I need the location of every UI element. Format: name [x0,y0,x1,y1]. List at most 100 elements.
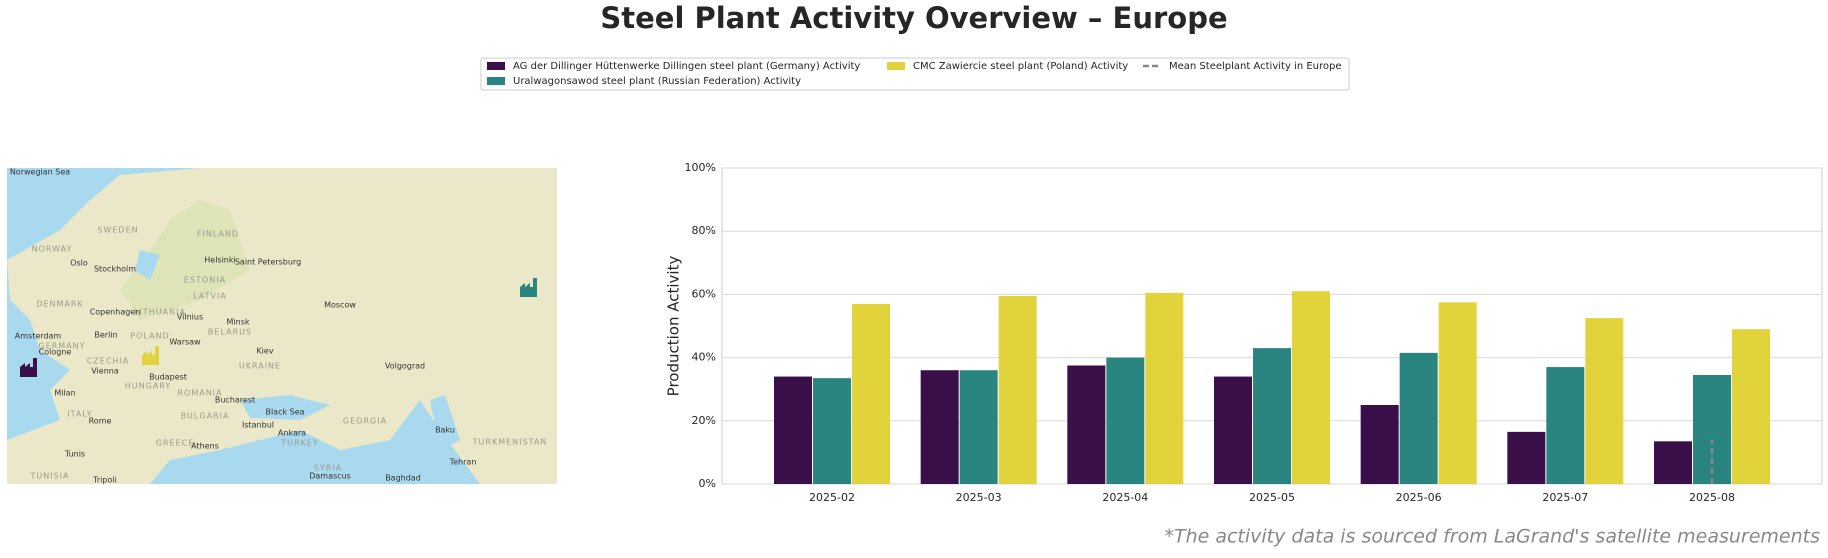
map-label: POLAND [130,332,169,341]
bar [1360,405,1399,484]
map-label: ROMANIA [177,389,222,398]
map-label: Damascus [309,472,351,481]
bar [1067,365,1106,484]
map-label: ITALY [67,410,92,419]
map-label: Istanbul [242,421,274,430]
map-label: Baghdad [385,474,421,483]
bar [1693,374,1731,484]
map-label: ESTONIA [184,276,226,285]
map-label: Amsterdam [15,332,62,341]
map-label: Warsaw [169,338,201,347]
map-label: DENMARK [36,300,83,309]
map-label: Black Sea [265,408,304,417]
map-label: Berlin [94,331,117,340]
y-axis-label: Production Activity [665,256,683,397]
map-label: HUNGARY [125,382,171,391]
map-label: GERMANY [38,342,85,351]
map-label: Volgograd [385,362,425,371]
bar [1292,291,1330,484]
bar [1546,367,1585,484]
map-label: Athens [191,442,219,451]
bar [813,378,851,484]
bar [852,303,890,484]
y-tick-label: 60% [692,287,716,300]
map-label: CZECHIA [87,357,130,366]
y-tick-label: 80% [692,224,716,237]
map-label: GEORGIA [343,417,387,426]
chart-title: Steel Plant Activity Overview – Europe [600,1,1227,35]
plant-icon [20,358,37,377]
bar [1585,318,1624,484]
bar [998,295,1037,484]
map: Norwegian Sea SWEDEN FINLAND NORWAY Oslo Stoc… [7,168,557,485]
bar [1399,352,1438,484]
map-sea [135,250,160,280]
map-label: NORWAY [32,245,73,254]
bar [1438,302,1477,484]
map-label: Copenhagen [90,308,141,317]
map-label: Bucharest [215,396,255,405]
legend-box [480,57,1350,91]
legend-label: Mean Steelplant Activity in Europe [1169,61,1342,72]
bar [920,370,959,484]
map-label: UKRAINE [239,362,281,371]
bar [774,376,812,484]
legend-label: Uralwagonsawod steel plant (Russian Fede… [513,76,801,87]
map-label: Norwegian Sea [10,168,70,177]
map-label: Moscow [324,301,356,310]
map-label: TURKEY [280,439,319,448]
map-label: Cologne [39,348,72,357]
legend-swatch [887,62,905,70]
x-tick-label: 2025-08 [1689,491,1735,504]
bar [1507,431,1546,484]
map-label: SYRIA [314,464,342,473]
map-label: Minsk [227,318,250,327]
map-label: GREECE [156,439,195,448]
map-sea [240,395,330,420]
map-label: Helsinki [204,256,235,265]
map-label: TUNISIA [30,472,70,481]
plant-icon [142,346,159,365]
bar [1106,357,1145,484]
legend-swatch [487,77,505,85]
map-land [7,168,557,484]
map-label: SWEDEN [97,226,138,235]
bar [1145,292,1184,484]
legend-label: AG der Dillinger Hüttenwerke Dillingen s… [513,61,860,72]
map-sea [430,395,460,450]
y-tick-label: 0% [699,477,716,490]
x-tick-label: 2025-03 [956,491,1002,504]
map-label: Kiev [256,347,273,356]
plant-icon [520,278,537,297]
map-label: LATVIA [193,292,227,301]
map-label: LITHUANIA [134,308,186,317]
y-tick-label: 40% [692,351,716,364]
x-tick-label: 2025-05 [1249,491,1295,504]
y-tick-label: 20% [692,414,716,427]
x-tick-label: 2025-06 [1396,491,1442,504]
map-label: Tripoli [92,476,117,485]
map-label: Vienna [91,367,119,376]
map-label: Oslo [70,259,88,268]
legend-swatch [487,62,505,70]
x-tick-label: 2025-02 [809,491,855,504]
map-label: BULGARIA [181,412,230,421]
map-label: FINLAND [197,230,239,239]
map-label: Baku [435,426,455,435]
map-label: Tehran [449,458,477,467]
bar [1732,329,1770,484]
x-tick-label: 2025-04 [1102,491,1148,504]
bar [1253,348,1291,484]
footnote: *The activity data is sourced from LaGra… [1164,526,1820,548]
map-label: Milan [54,389,75,398]
map-label: Saint Petersburg [235,258,301,267]
y-tick-label: 100% [685,161,716,174]
map-label: Stockholm [94,265,136,274]
legend-label: CMC Zawiercie steel plant (Poland) Activ… [913,61,1128,72]
map-label: Ankara [278,429,306,438]
x-tick-label: 2025-07 [1542,491,1588,504]
bar [1654,441,1692,484]
map-label: Budapest [149,373,187,382]
map-label: Tunis [64,450,85,459]
